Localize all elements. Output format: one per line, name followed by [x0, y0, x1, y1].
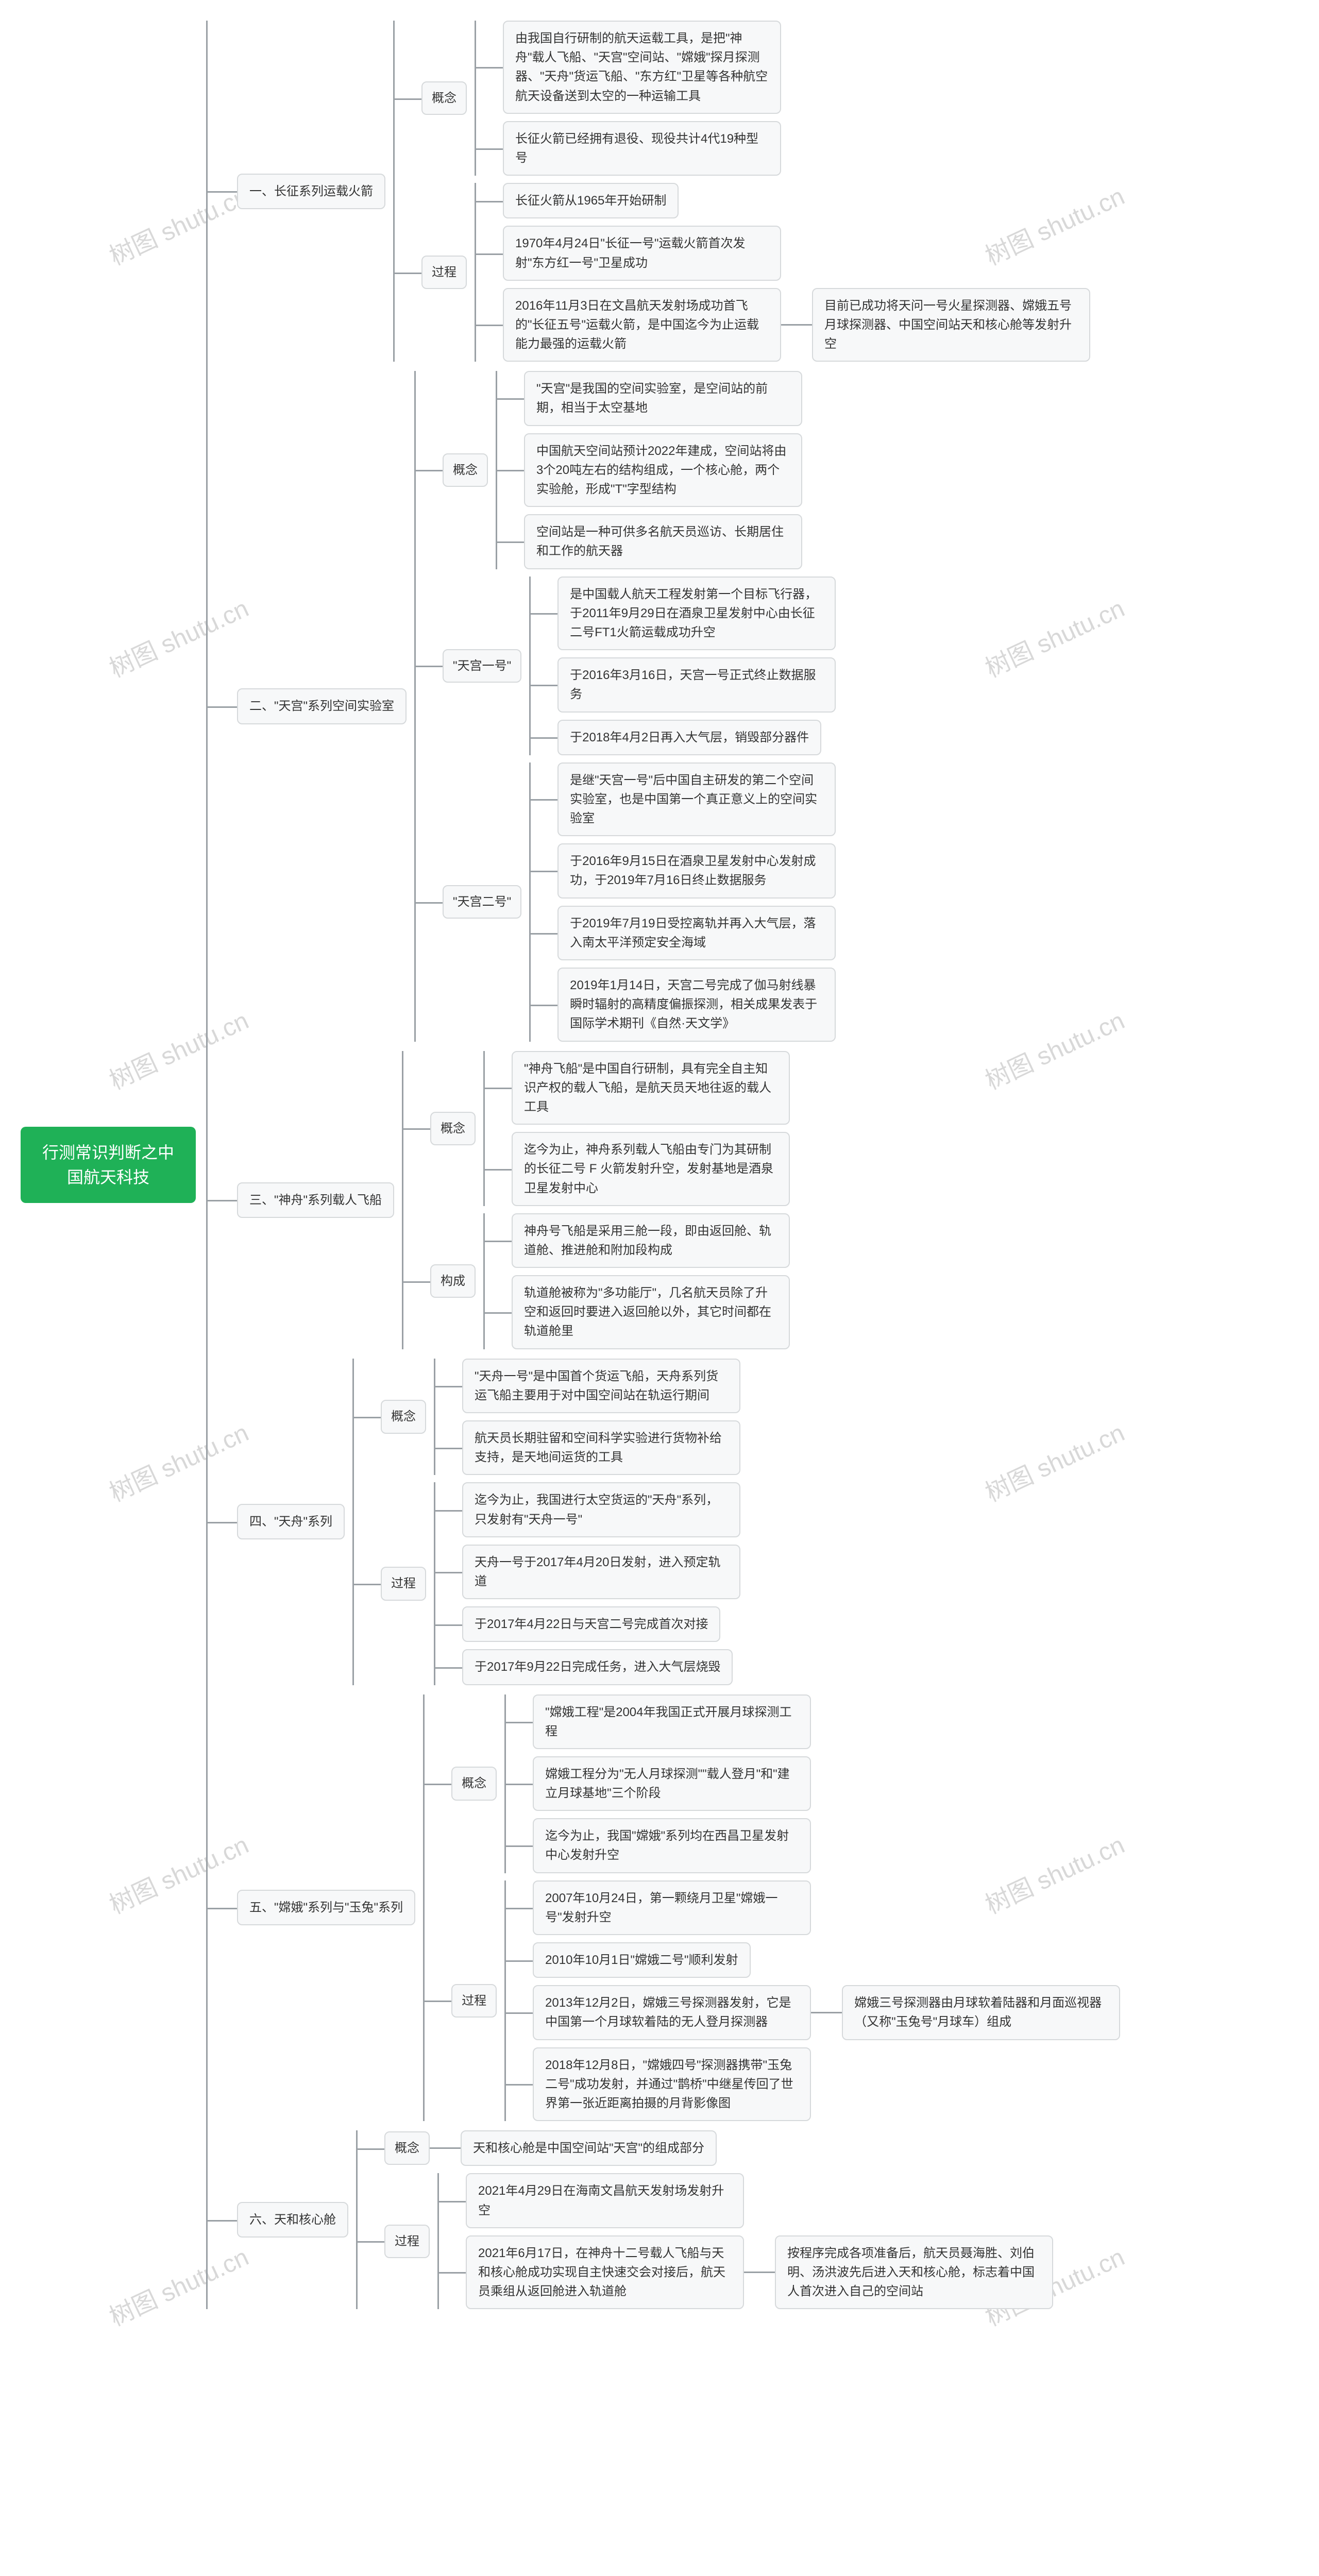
- s1-process-leaves: 长征火箭从1965年开始研制 1970年4月24日"长征一号"运载火箭首次发射"…: [467, 183, 1090, 362]
- s1-b-leaf2: 1970年4月24日"长征一号"运载火箭首次发射"东方红一号"卫星成功: [503, 226, 781, 280]
- s6-b-label[interactable]: 过程: [384, 2225, 430, 2258]
- s6-b-leaf2-side: 按程序完成各项准备后，航天员聂海胜、刘伯明、汤洪波先后进入天和核心舱，标志着中国…: [775, 2235, 1053, 2310]
- s2-tg2: "天宫二号" 是继"天宫一号"后中国自主研发的第二个空间实验室，也是中国第一个真…: [443, 762, 836, 1042]
- s5-a-leaf2: 嫦娥工程分为"无人月球探测""载人登月"和"建立月球基地"三个阶段: [533, 1756, 811, 1811]
- s1-a-leaf1: 由我国自行研制的航天运载工具，是把"神舟"载人飞船、"天宫"空间站、"嫦娥"探月…: [503, 21, 781, 114]
- section-2-children: 概念 "天宫"是我国的空间实验室，是空间站的前期，相当于太空基地 中国航天空间站…: [407, 371, 836, 1041]
- s2-concept: 概念 "天宫"是我国的空间实验室，是空间站的前期，相当于太空基地 中国航天空间站…: [443, 371, 836, 569]
- s2-a-label[interactable]: 概念: [443, 453, 488, 487]
- s1-b-leaf3: 2016年11月3日在文昌航天发射场成功首飞的"长征五号"运载火箭，是中国迄今为…: [503, 288, 781, 362]
- s6-b-leaf2-row: 2021年6月17日，在神舟十二号载人飞船与天和核心舱成功实现自主快速交会对接后…: [466, 2235, 1053, 2310]
- section-1-title[interactable]: 一、长征系列运载火箭: [237, 174, 385, 209]
- s3-b-label[interactable]: 构成: [430, 1264, 476, 1298]
- s6-concept: 概念 天和核心舱是中国空间站"天宫"的组成部分: [384, 2130, 1053, 2166]
- s2-a-leaf1: "天宫"是我国的空间实验室，是空间站的前期，相当于太空基地: [524, 371, 802, 426]
- s2-a-leaf2: 中国航天空间站预计2022年建成，空间站将由3个20吨左右的结构组成，一个核心舱…: [524, 433, 802, 507]
- section-5: 五、"嫦娥"系列与"玉兔"系列 概念 "嫦娥工程"是2004年我国正式开展月球探…: [237, 1694, 1120, 2122]
- s2-b-leaf3: 于2018年4月2日再入大气层，销毁部分器件: [557, 720, 821, 755]
- s1-a-leaf2: 长征火箭已经拥有退役、现役共计4代19种型号: [503, 121, 781, 176]
- s3-a-label[interactable]: 概念: [430, 1112, 476, 1145]
- s5-b-leaf1: 2007年10月24日，第一颗绕月卫星"嫦娥一号"发射升空: [533, 1880, 811, 1935]
- s6-a-label[interactable]: 概念: [384, 2131, 430, 2165]
- s2-c-leaf2: 于2016年9月15日在酒泉卫星发射中心发射成功，于2019年7月16日终止数据…: [557, 843, 836, 898]
- connector: [811, 2012, 842, 2013]
- s6-b-leaf1: 2021年4月29日在海南文昌航天发射场发射升空: [466, 2173, 744, 2228]
- s2-c-leaf4: 2019年1月14日，天宫二号完成了伽马射线暴瞬时辐射的高精度偏振探测，相关成果…: [557, 968, 836, 1042]
- s2-b-leaf2: 于2016年3月16日，天宫一号正式终止数据服务: [557, 657, 836, 712]
- s4-b-label[interactable]: 过程: [381, 1567, 426, 1600]
- section-3: 三、"神舟"系列载人飞船 概念 "神舟飞船"是中国自行研制，具有完全自主知识产权…: [237, 1051, 1120, 1349]
- section-6-title[interactable]: 六、天和核心舱: [237, 2202, 348, 2238]
- s2-b-label[interactable]: "天宫一号": [443, 649, 521, 683]
- s3-concept: 概念 "神舟飞船"是中国自行研制，具有完全自主知识产权的载人飞船，是航天员天地往…: [430, 1051, 790, 1206]
- section-2: 二、"天宫"系列空间实验室 概念 "天宫"是我国的空间实验室，是空间站的前期，相…: [237, 371, 1120, 1041]
- section-5-title[interactable]: 五、"嫦娥"系列与"玉兔"系列: [237, 1890, 415, 1925]
- s4-b-leaf1: 迄今为止，我国进行太空货运的"天舟"系列，只发射有"天舟一号": [462, 1482, 740, 1537]
- s2-tg1: "天宫一号" 是中国载人航天工程发射第一个目标飞行器，于2011年9月29日在酒…: [443, 577, 836, 755]
- s5-b-leaf3-row: 2013年12月2日，嫦娥三号探测器发射，它是中国第一个月球软着陆的无人登月探测…: [533, 1985, 1120, 2040]
- s3-a-leaf2: 迄今为止，神舟系列载人飞船由专门为其研制的长征二号 F 火箭发射升空，发射基地是…: [512, 1132, 790, 1206]
- s5-b-label[interactable]: 过程: [451, 1984, 497, 2018]
- s5-b-leaf2: 2010年10月1日"嫦娥二号"顺利发射: [533, 1942, 750, 1978]
- section-1-children: 概念 由我国自行研制的航天运载工具，是把"神舟"载人飞船、"天宫"空间站、"嫦娥…: [385, 21, 1090, 362]
- s5-a-leaf1: "嫦娥工程"是2004年我国正式开展月球探测工程: [533, 1694, 811, 1749]
- s4-a-leaf1: "天舟一号"是中国首个货运飞船，天舟系列货运飞船主要用于对中国空间站在轨运行期间: [462, 1359, 740, 1413]
- s2-c-leaf3: 于2019年7月19日受控离轨并再入大气层，落入南太平洋预定安全海域: [557, 906, 836, 960]
- s5-a-label[interactable]: 概念: [451, 1767, 497, 1800]
- s5-concept: 概念 "嫦娥工程"是2004年我国正式开展月球探测工程 嫦娥工程分为"无人月球探…: [451, 1694, 1120, 1873]
- s5-b-leaf4: 2018年12月8日，"嫦娥四号"探测器携带"玉兔二号"成功发射，并通过"鹊桥"…: [533, 2047, 811, 2122]
- s4-a-leaf2: 航天员长期驻留和空间科学实验进行货物补给支持，是天地间运货的工具: [462, 1420, 740, 1475]
- s1-process-label[interactable]: 过程: [421, 256, 467, 289]
- s1-concept: 概念 由我国自行研制的航天运载工具，是把"神舟"载人飞船、"天宫"空间站、"嫦娥…: [421, 21, 1090, 176]
- s1-process: 过程 长征火箭从1965年开始研制 1970年4月24日"长征一号"运载火箭首次…: [421, 183, 1090, 362]
- s3-compose: 构成 神舟号飞船是采用三舱一段，即由返回舱、轨道舱、推进舱和附加段构成 轨道舱被…: [430, 1213, 790, 1349]
- s1-b-leaf3-side: 目前已成功将天问一号火星探测器、嫦娥五号月球探测器、中国空间站天和核心舱等发射升…: [812, 288, 1090, 362]
- s2-b-leaf1: 是中国载人航天工程发射第一个目标飞行器，于2011年9月29日在酒泉卫星发射中心…: [557, 577, 836, 651]
- s2-a-leaf3: 空间站是一种可供多名航天员巡访、长期居住和工作的航天器: [524, 514, 802, 569]
- section-6: 六、天和核心舱 概念 天和核心舱是中国空间站"天宫"的组成部分 过程 2021年…: [237, 2130, 1120, 2309]
- s3-b-leaf1: 神舟号飞船是采用三舱一段，即由返回舱、轨道舱、推进舱和附加段构成: [512, 1213, 790, 1268]
- s6-a-leaf1: 天和核心舱是中国空间站"天宫"的组成部分: [461, 2130, 717, 2166]
- s4-process: 过程 迄今为止，我国进行太空货运的"天舟"系列，只发射有"天舟一号" 天舟一号于…: [381, 1482, 740, 1685]
- connector: [744, 2272, 775, 2273]
- s1-b-leaf3-row: 2016年11月3日在文昌航天发射场成功首飞的"长征五号"运载火箭，是中国迄今为…: [503, 288, 1090, 362]
- section-4: 四、"天舟"系列 概念 "天舟一号"是中国首个货运飞船，天舟系列货运飞船主要用于…: [237, 1359, 1120, 1685]
- s5-a-leaf3: 迄今为止，我国"嫦娥"系列均在西昌卫星发射中心发射升空: [533, 1818, 811, 1873]
- s5-b-leaf3-side: 嫦娥三号探测器由月球软着陆器和月面巡视器（又称"玉兔号"月球车）组成: [842, 1985, 1120, 2040]
- s3-a-leaf1: "神舟飞船"是中国自行研制，具有完全自主知识产权的载人飞船，是航天员天地往返的载…: [512, 1051, 790, 1125]
- s1-b-leaf1: 长征火箭从1965年开始研制: [503, 183, 679, 218]
- s2-c-label[interactable]: "天宫二号": [443, 885, 521, 919]
- mindmap-root-container: 行测常识判断之中国航天科技 一、长征系列运载火箭 概念 由我国自行研制的航天运载…: [21, 21, 1298, 2309]
- section-1: 一、长征系列运载火箭 概念 由我国自行研制的航天运载工具，是把"神舟"载人飞船、…: [237, 21, 1120, 362]
- s3-b-leaf2: 轨道舱被称为"多功能厅"，几名航天员除了升空和返回时要进入返回舱以外，其它时间都…: [512, 1275, 790, 1349]
- s4-concept: 概念 "天舟一号"是中国首个货运飞船，天舟系列货运飞船主要用于对中国空间站在轨运…: [381, 1359, 740, 1476]
- section-3-title[interactable]: 三、"神舟"系列载人飞船: [237, 1182, 394, 1218]
- s6-b-leaf2: 2021年6月17日，在神舟十二号载人飞船与天和核心舱成功实现自主快速交会对接后…: [466, 2235, 744, 2310]
- s1-concept-leaves: 由我国自行研制的航天运载工具，是把"神舟"载人飞船、"天宫"空间站、"嫦娥"探月…: [467, 21, 781, 176]
- section-4-title[interactable]: 四、"天舟"系列: [237, 1504, 345, 1539]
- s5-process: 过程 2007年10月24日，第一颗绕月卫星"嫦娥一号"发射升空 2010年10…: [451, 1880, 1120, 2122]
- s4-b-leaf3: 于2017年4月22日与天宫二号完成首次对接: [462, 1606, 720, 1642]
- s5-b-leaf3: 2013年12月2日，嫦娥三号探测器发射，它是中国第一个月球软着陆的无人登月探测…: [533, 1985, 811, 2040]
- s4-b-leaf2: 天舟一号于2017年4月20日发射，进入预定轨道: [462, 1545, 740, 1599]
- connector: [430, 2147, 461, 2149]
- s4-a-label[interactable]: 概念: [381, 1400, 426, 1433]
- s2-c-leaf1: 是继"天宫一号"后中国自主研发的第二个空间实验室，也是中国第一个真正意义上的空间…: [557, 762, 836, 837]
- level1-children: 一、长征系列运载火箭 概念 由我国自行研制的航天运载工具，是把"神舟"载人飞船、…: [196, 21, 1120, 2309]
- connector: [781, 324, 812, 326]
- section-2-title[interactable]: 二、"天宫"系列空间实验室: [237, 688, 407, 724]
- s4-b-leaf4: 于2017年9月22日完成任务，进入大气层烧毁: [462, 1649, 733, 1685]
- s6-process: 过程 2021年4月29日在海南文昌航天发射场发射升空 2021年6月17日，在…: [384, 2173, 1053, 2309]
- s1-concept-label[interactable]: 概念: [421, 81, 467, 115]
- root-node[interactable]: 行测常识判断之中国航天科技: [21, 1127, 196, 1203]
